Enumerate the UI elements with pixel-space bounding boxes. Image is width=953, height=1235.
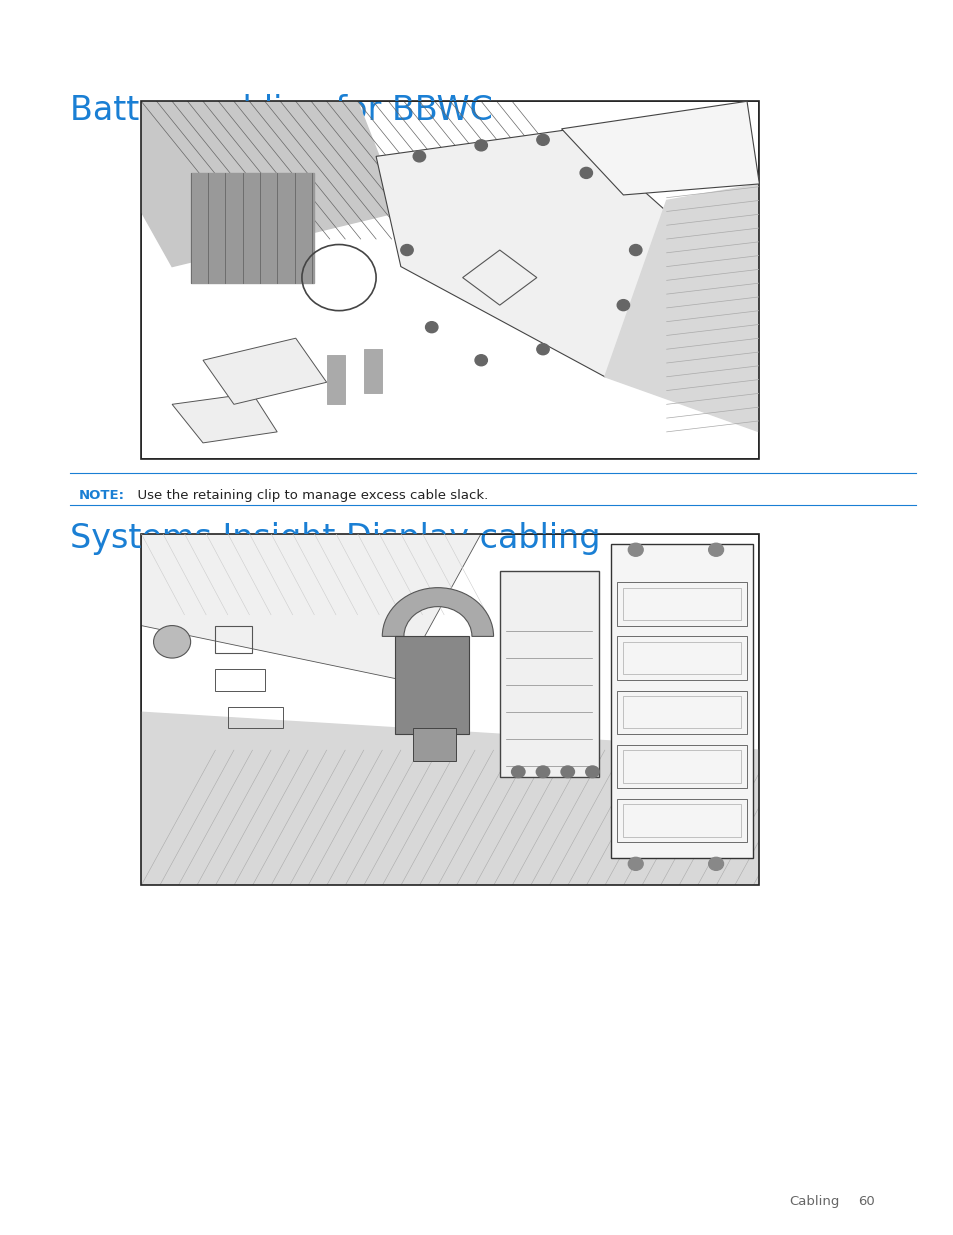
Circle shape bbox=[511, 766, 525, 778]
Polygon shape bbox=[191, 173, 314, 283]
Bar bbox=[141, 101, 759, 459]
Bar bbox=[610, 545, 753, 858]
Circle shape bbox=[475, 354, 487, 366]
Circle shape bbox=[400, 245, 413, 256]
Bar bbox=[622, 750, 740, 783]
Circle shape bbox=[535, 766, 550, 778]
Polygon shape bbox=[172, 393, 277, 443]
Circle shape bbox=[537, 135, 549, 146]
Polygon shape bbox=[561, 101, 759, 195]
Bar bbox=[617, 636, 746, 679]
Text: Battery cabling for BBWC: Battery cabling for BBWC bbox=[70, 94, 492, 127]
Bar bbox=[499, 572, 598, 777]
Text: Cabling: Cabling bbox=[788, 1194, 839, 1208]
Circle shape bbox=[617, 300, 629, 311]
Circle shape bbox=[475, 140, 487, 151]
Bar bbox=[215, 626, 253, 652]
Bar bbox=[622, 804, 740, 837]
Bar bbox=[622, 588, 740, 620]
Bar bbox=[228, 706, 283, 729]
Circle shape bbox=[579, 168, 592, 178]
Bar bbox=[215, 669, 265, 690]
Bar bbox=[622, 642, 740, 674]
Polygon shape bbox=[203, 338, 326, 404]
Circle shape bbox=[413, 151, 425, 162]
Circle shape bbox=[628, 543, 642, 556]
Bar bbox=[617, 582, 746, 626]
Text: 60: 60 bbox=[858, 1194, 875, 1208]
Polygon shape bbox=[604, 184, 759, 432]
Polygon shape bbox=[141, 101, 400, 267]
Circle shape bbox=[584, 766, 599, 778]
Text: Systems Insight Display cabling: Systems Insight Display cabling bbox=[70, 522, 599, 556]
Circle shape bbox=[559, 766, 575, 778]
Bar bbox=[395, 636, 468, 734]
Bar bbox=[622, 697, 740, 729]
Bar bbox=[617, 745, 746, 788]
Bar bbox=[617, 690, 746, 734]
Bar bbox=[141, 534, 759, 885]
Text: Use the retaining clip to manage excess cable slack.: Use the retaining clip to manage excess … bbox=[129, 489, 488, 503]
Circle shape bbox=[628, 857, 642, 871]
Circle shape bbox=[537, 343, 549, 354]
Wedge shape bbox=[382, 588, 493, 636]
Polygon shape bbox=[141, 713, 759, 885]
Bar bbox=[413, 729, 456, 761]
Polygon shape bbox=[141, 534, 480, 679]
Polygon shape bbox=[375, 128, 728, 377]
Circle shape bbox=[629, 245, 641, 256]
Bar bbox=[617, 799, 746, 842]
Circle shape bbox=[708, 857, 722, 871]
Circle shape bbox=[153, 626, 191, 658]
Circle shape bbox=[425, 321, 437, 332]
Text: NOTE:: NOTE: bbox=[79, 489, 125, 503]
Circle shape bbox=[708, 543, 722, 556]
Bar bbox=[326, 354, 345, 404]
Bar bbox=[363, 350, 382, 393]
